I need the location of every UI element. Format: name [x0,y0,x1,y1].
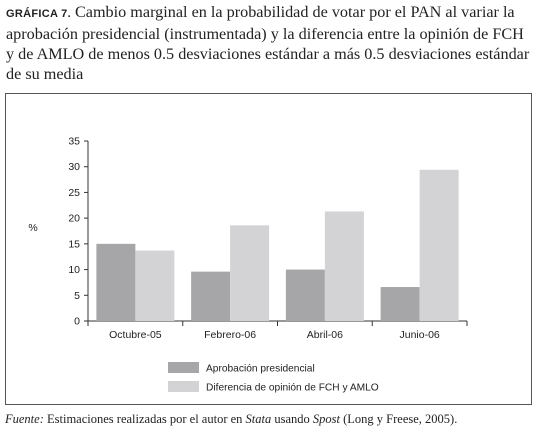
legend-swatch-2 [168,381,199,392]
y-tick-label: 10 [68,264,80,276]
caption-text: Cambio marginal en la probabilidad de vo… [6,3,530,83]
chart-labels: 0 5 10 15 20 25 30 35% Octubre-05 Febrero-06 Abril… [28,136,440,342]
y-tick-label: 0 [74,316,80,328]
x-tick-label: Febrero-06 [204,329,256,341]
figure-caption: GRÁFICA 7. Cambio marginal en la probabi… [6,2,534,84]
chart-legend: Aprobación presidencial Diferencia de opi… [168,362,379,394]
y-tick-label: 15 [68,238,80,250]
chart-bars [96,169,459,321]
bar-aprobacion [380,287,420,321]
y-tick-label: 35 [68,136,80,148]
caption-label: GRÁFICA 7. [6,8,71,20]
bar-diferencia [324,211,364,321]
source-text-2: usando [271,412,313,426]
source-lead: Fuente: [5,412,44,426]
bar-aprobacion [191,271,231,321]
x-tick-label: Octubre-05 [109,329,162,341]
legend-label-2: Diferencia de opinión de FCH y AMLO [206,383,379,394]
y-tick-label: 30 [68,161,80,173]
bar-diferencia [135,250,175,321]
y-tick-label: 5 [74,290,80,302]
y-axis-label: % [28,222,37,234]
y-tick-label: 25 [68,187,80,199]
source-stata: Stata [245,412,272,426]
source-spost: Spost [312,412,340,426]
source-text-1: Estimaciones realizadas por el autor en [43,412,246,426]
legend-label-1: Aprobación presidencial [206,364,315,375]
bar-aprobacion [96,243,136,321]
x-tick-label: Abril-06 [307,329,343,341]
bar-diferencia [419,169,459,321]
x-tick-label: Junio-06 [399,329,439,341]
chart-frame [5,93,532,405]
source-text-3: (Long y Freese, 2005). [340,412,458,426]
bar-aprobacion [285,269,325,321]
bar-diferencia [230,225,270,321]
legend-swatch-1 [168,362,199,373]
y-tick-label: 20 [68,213,80,225]
source-note: Fuente: Estimaciones realizadas por el a… [5,412,457,427]
